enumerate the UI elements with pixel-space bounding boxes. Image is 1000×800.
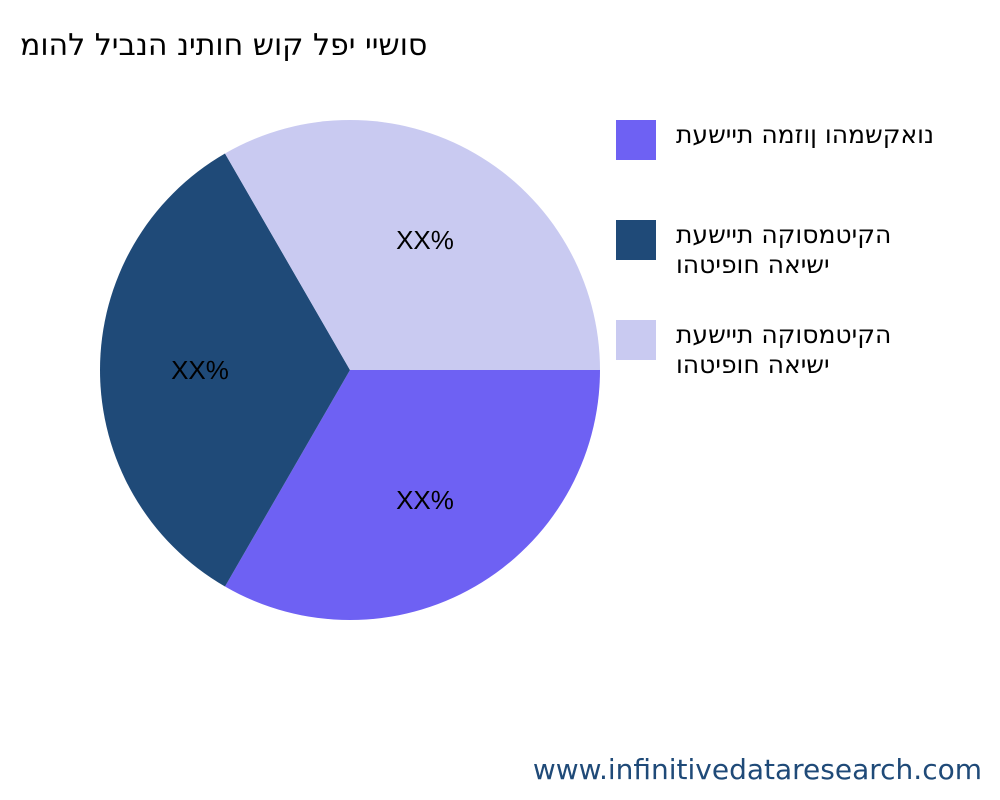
slice-value-label: XX% (171, 355, 229, 385)
legend-swatch (616, 320, 656, 360)
slice-value-label: XX% (396, 225, 454, 255)
watermark: www.infinitivedataresearch.com (532, 753, 982, 786)
legend-label: הקיטמסוקה תיישעת ישיאה חופיטהו (676, 320, 892, 379)
pie-slice (225, 119, 600, 370)
legend-label: הקיטמסוקה תיישעת ישיאה חופיטהו (676, 220, 892, 279)
legend-swatch (616, 120, 656, 160)
legend-item: הקיטמסוקה תיישעת ישיאה חופיטהו (616, 220, 1000, 320)
legend-swatch (616, 220, 656, 260)
slice-value-label: XX% (396, 485, 454, 515)
legend-label: נואקשמהו ןוזמה תיישעת (676, 120, 934, 149)
chart-title: סושיי יפל קוש חותינ הנביל להומ (20, 28, 428, 63)
legend-item: נואקשמהו ןוזמה תיישעת (616, 120, 1000, 220)
legend: נואקשמהו ןוזמה תיישעת הקיטמסוקה תיישעת י… (616, 120, 1000, 420)
pie-slice (225, 370, 600, 620)
legend-item: הקיטמסוקה תיישעת ישיאה חופיטהו (616, 320, 1000, 420)
